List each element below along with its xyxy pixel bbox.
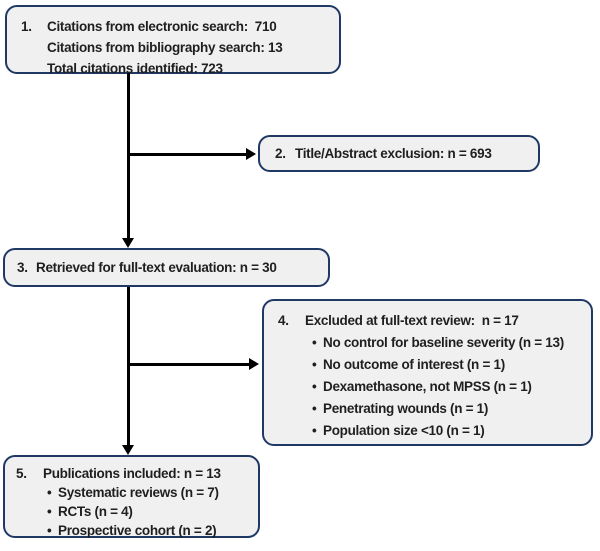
exclusion-reason-text: Dexamethasone, not MPSS (n = 1) (323, 379, 532, 394)
exclusion-reason-text: No outcome of interest (n = 1) (323, 357, 505, 372)
included-type-item: • Prospective cohort (n = 2) (47, 521, 254, 540)
bullet-icon: • (47, 523, 52, 538)
included-type-item: • Systematic reviews (n = 7) (47, 483, 254, 502)
included-title: Publications included: n = 13 (43, 466, 221, 481)
flow-line-to-fulltext-excluded (128, 363, 250, 366)
arrow-down-icon (122, 445, 134, 455)
exclusion-reason-text: Population size <10 (n = 1) (323, 423, 485, 438)
exclusion-title: Title/Abstract exclusion: n = 693 (295, 145, 492, 161)
exclusion-reason-text: No control for baseline severity (n = 13… (323, 335, 564, 350)
bullet-icon: • (312, 423, 317, 438)
box-publications-included: 5. Publications included: n = 13 • Syste… (3, 455, 260, 538)
exclusion-reason-item: • Population size <10 (n = 1) (312, 420, 587, 442)
bullet-icon: • (312, 379, 317, 394)
box-fulltext-excluded: 4. Excluded at full-text review: n = 17 … (262, 299, 593, 446)
bullet-icon: • (47, 504, 52, 519)
box-fulltext-retrieved: 3. Retrieved for full-text evaluation: n… (3, 248, 330, 287)
exclusion-reason-item: • Penetrating wounds (n = 1) (312, 398, 587, 420)
box-number: 1. (21, 19, 32, 34)
box-title-abstract-exclusion: 2. Title/Abstract exclusion: n = 693 (258, 135, 540, 172)
citations-total-line: Total citations identified: 723 (47, 61, 223, 76)
box-citations-identified: 1. Citations from electronic search: 710… (5, 5, 341, 76)
citations-electronic-line: Citations from electronic search: 710 (47, 19, 277, 34)
box-number: 5. (16, 466, 27, 481)
flow-line-retrieved-to-included (127, 287, 130, 446)
arrow-down-icon (122, 238, 134, 248)
included-type-text: Systematic reviews (n = 7) (58, 485, 219, 500)
retrieved-title: Retrieved for full-text evaluation: n = … (36, 259, 277, 275)
box-number: 3. (17, 259, 28, 275)
included-type-text: RCTs (n = 4) (58, 504, 133, 519)
exclusion-reason-text: Penetrating wounds (n = 1) (323, 401, 489, 416)
excluded-title: Excluded at full-text review: n = 17 (305, 313, 519, 328)
included-type-item: • RCTs (n = 4) (47, 502, 254, 521)
flow-line-to-title-abstract-exclusion (128, 153, 247, 156)
arrow-right-icon (246, 148, 256, 160)
bullet-icon: • (312, 335, 317, 350)
citations-bibliography-line: Citations from bibliography search: 13 (47, 40, 283, 55)
exclusion-reason-item: • No outcome of interest (n = 1) (312, 354, 587, 376)
arrow-right-icon (249, 358, 259, 370)
exclusion-reason-item: • Dexamethasone, not MPSS (n = 1) (312, 376, 587, 398)
box-number: 4. (278, 313, 289, 328)
bullet-icon: • (47, 485, 52, 500)
included-type-text: Prospective cohort (n = 2) (58, 523, 217, 538)
exclusion-reason-item: • No control for baseline severity (n = … (312, 332, 587, 354)
flow-line-identified-to-retrieved (127, 73, 130, 239)
bullet-icon: • (312, 401, 317, 416)
box-number: 2. (275, 145, 286, 161)
bullet-icon: • (312, 357, 317, 372)
